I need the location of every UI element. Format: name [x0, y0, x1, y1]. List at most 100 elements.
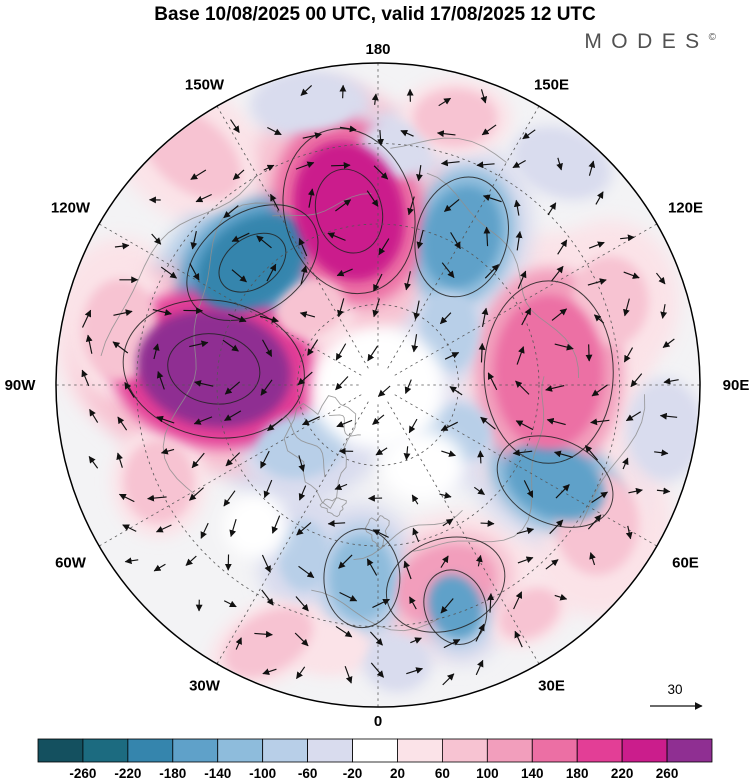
wind-arrow — [412, 527, 420, 543]
wind-arrow — [512, 449, 533, 457]
modes-logo-text: MODES — [584, 30, 709, 53]
colorbar-tick-label: 180 — [566, 766, 589, 781]
wind-arrow — [185, 555, 197, 566]
wind-arrow — [656, 487, 671, 495]
wind-arrow — [371, 93, 379, 105]
wind-arrow — [481, 124, 497, 136]
wind-arrow — [259, 315, 279, 323]
wind-arrow — [335, 199, 352, 212]
graticule-meridian — [98, 394, 362, 547]
colorbar-cell — [262, 738, 308, 763]
graticule-meridian — [216, 105, 369, 369]
wind-arrow — [327, 520, 346, 527]
anomaly-blob — [524, 135, 599, 191]
colorbar-cell — [441, 738, 488, 763]
wind-arrow — [122, 524, 137, 532]
wind-arrow — [628, 487, 643, 495]
wind-arrow — [267, 418, 283, 432]
wind-arrow — [516, 527, 535, 535]
wind-arrow — [299, 311, 316, 318]
wind-arrow — [307, 188, 315, 208]
contour-ring — [218, 232, 287, 293]
wind-arrow — [224, 381, 241, 395]
wind-arrow — [443, 639, 461, 649]
wind-arrow — [261, 589, 274, 606]
wind-arrow — [336, 419, 353, 428]
wind-arrow — [190, 230, 198, 250]
wind-arrow — [517, 270, 527, 289]
wind-arrow — [88, 456, 99, 469]
anomaly-blob — [422, 186, 502, 288]
colorbar-tick-label: -100 — [249, 766, 276, 781]
coastline — [319, 497, 347, 518]
wind-arrow — [551, 308, 568, 321]
colorbar-cell — [217, 738, 264, 763]
contour-ring — [423, 569, 488, 645]
wind-arrow — [262, 339, 273, 357]
wind-arrow — [585, 344, 593, 362]
wind-arrow — [588, 241, 605, 249]
wind-arrow — [193, 416, 213, 425]
anomaly-blob — [635, 391, 694, 469]
wind-arrow — [231, 232, 250, 242]
wind-arrow — [516, 346, 525, 365]
wind-arrow — [262, 668, 277, 675]
graticule-meridian — [387, 401, 540, 665]
wind-arrow — [338, 554, 353, 569]
wind-arrow — [147, 494, 167, 502]
wind-arrow — [335, 343, 347, 361]
wind-arrow — [436, 130, 456, 138]
longitude-label: 30W — [189, 678, 221, 695]
wind-arrow — [623, 271, 640, 279]
map-outline — [55, 62, 701, 708]
wind-arrow — [410, 637, 422, 644]
graticule-meridian — [394, 223, 658, 376]
contour-ring — [167, 333, 261, 405]
wind-arrow — [593, 314, 605, 324]
anomaly-blob — [278, 520, 330, 592]
longitude-label: 0 — [374, 713, 382, 730]
wind-arrow — [408, 418, 418, 434]
wind-arrow — [484, 264, 499, 279]
wind-arrow — [475, 623, 485, 642]
wind-arrow — [231, 269, 247, 283]
anomaly-blob — [196, 213, 308, 312]
reference-arrow-label: 30 — [667, 682, 682, 697]
wind-arrow — [515, 420, 534, 431]
colorbar-cell — [37, 738, 84, 763]
wind-arrow — [407, 196, 415, 216]
wind-arrow — [557, 239, 568, 255]
wind-arrow — [369, 631, 383, 646]
wind-arrow — [517, 556, 534, 564]
wind-arrow — [298, 455, 306, 472]
wind-arrow — [477, 450, 485, 464]
wind-arrow — [556, 157, 563, 171]
wind-arrow — [654, 449, 669, 457]
wind-arrow — [260, 379, 273, 396]
wind-arrow — [81, 369, 90, 387]
wind-arrow — [403, 560, 412, 580]
wind-arrow — [622, 457, 629, 470]
wind-arrow — [367, 345, 379, 362]
wind-arrow — [482, 194, 502, 203]
wind-arrow — [554, 450, 574, 458]
wind-arrow — [230, 119, 240, 133]
modes-logo: MODES© — [584, 30, 716, 54]
coastline — [311, 589, 441, 632]
wind-arrow — [296, 666, 306, 680]
longitude-label: 60W — [55, 555, 87, 572]
wind-arrow — [228, 313, 247, 323]
wind-arrow — [81, 309, 92, 328]
anomaly-blob — [123, 439, 195, 524]
wind-arrow — [623, 347, 634, 363]
wind-arrow — [263, 164, 275, 172]
wind-arrow — [337, 298, 345, 318]
colorbar-tick-label: 20 — [390, 766, 405, 781]
wind-arrow — [449, 386, 463, 396]
wind-arrow — [450, 232, 461, 250]
wind-arrow — [153, 563, 166, 572]
longitude-label: 120E — [668, 199, 703, 216]
wind-arrow — [295, 596, 309, 612]
wind-arrow — [400, 130, 414, 137]
